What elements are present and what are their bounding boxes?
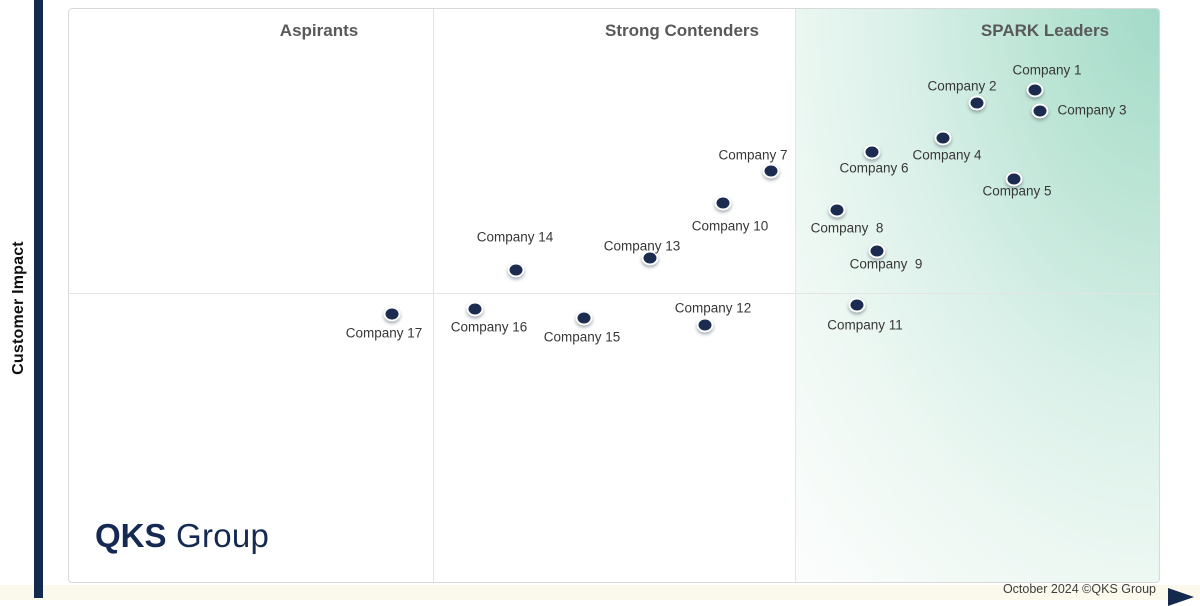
company-dot — [848, 297, 866, 313]
company-label: Company 16 — [450, 319, 528, 335]
company-dot — [828, 202, 846, 218]
logo-text-bold: QKS — [95, 517, 167, 554]
company-dot — [1031, 103, 1049, 119]
company-label: Company 13 — [603, 238, 681, 254]
quadrant-header-strong-contenders: Strong Contenders — [605, 21, 759, 40]
logo-text-regular: Group — [175, 517, 270, 554]
company-dot — [863, 144, 881, 160]
company-label: Company 6 — [839, 160, 909, 176]
qks-group-logo: QKS Group — [95, 517, 269, 555]
company-label: Company 15 — [543, 329, 621, 345]
company-dot — [466, 301, 484, 317]
company-dot — [762, 163, 780, 179]
y-axis-bar — [34, 0, 43, 598]
company-dot — [641, 250, 659, 266]
company-dot — [1005, 171, 1023, 187]
company-label: Company 8 — [810, 220, 884, 236]
company-dot — [714, 195, 732, 211]
quadrant-divider-vertical-2 — [795, 9, 796, 582]
company-dot — [968, 95, 986, 111]
company-label: Company 1 — [1012, 62, 1082, 78]
company-dot — [575, 310, 593, 326]
quadrant-divider-vertical-1 — [433, 9, 434, 582]
company-label: Company 7 — [718, 147, 788, 163]
company-label: Company 17 — [345, 325, 423, 341]
company-dot — [934, 130, 952, 146]
company-dot — [383, 306, 401, 322]
x-axis-arrow-icon — [1168, 588, 1194, 606]
company-label: Company 4 — [912, 147, 982, 163]
company-label: Company 14 — [476, 229, 554, 245]
company-label: Company 2 — [927, 78, 997, 94]
company-label: Company 10 — [691, 218, 769, 234]
quadrant-divider-horizontal — [69, 293, 1159, 294]
footer-note: October 2024 ©QKS Group — [1002, 582, 1156, 596]
quadrant-header-spark-leaders: SPARK Leaders — [980, 21, 1110, 40]
company-dot — [696, 317, 714, 333]
company-dot — [868, 243, 886, 259]
company-label: Company 3 — [1057, 102, 1127, 118]
bottom-background-strip — [0, 585, 1200, 600]
quadrant-header-aspirants: Aspirants — [279, 21, 359, 40]
company-label: Company 9 — [849, 256, 923, 272]
company-label: Company 12 — [674, 300, 752, 316]
company-label: Company 11 — [827, 317, 903, 333]
company-label: Company 5 — [982, 183, 1052, 199]
company-dot — [1026, 82, 1044, 98]
company-dot — [507, 262, 525, 278]
